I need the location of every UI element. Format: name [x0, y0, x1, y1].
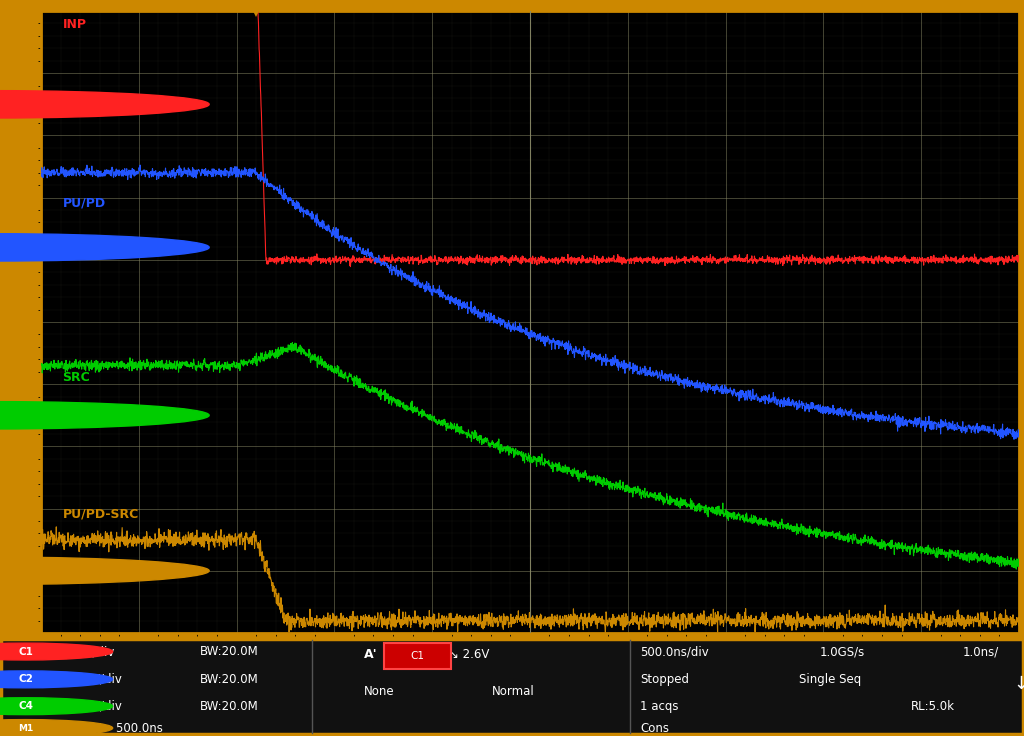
Text: None: None: [364, 684, 394, 698]
Text: PU/PD: PU/PD: [62, 197, 105, 210]
Text: ↓: ↓: [1014, 676, 1024, 693]
FancyBboxPatch shape: [384, 643, 451, 670]
Text: PU/PD-SRC: PU/PD-SRC: [62, 508, 138, 521]
Text: C4: C4: [18, 701, 33, 711]
Text: Cons: Cons: [640, 721, 669, 735]
Text: 5.0V/div: 5.0V/div: [67, 645, 115, 658]
Circle shape: [0, 698, 113, 715]
Text: BW:20.0M: BW:20.0M: [200, 673, 258, 686]
Circle shape: [0, 671, 113, 688]
Text: BW:20.0M: BW:20.0M: [200, 645, 258, 658]
Text: 1 acqs: 1 acqs: [640, 700, 679, 712]
Text: INP: INP: [62, 18, 86, 32]
Circle shape: [0, 643, 113, 660]
Text: ↘ 2.6V: ↘ 2.6V: [449, 648, 488, 661]
Text: SRC: SRC: [62, 371, 90, 384]
Circle shape: [0, 720, 113, 736]
Text: C2: C2: [18, 674, 33, 684]
Text: M1: M1: [18, 723, 33, 732]
Text: A': A': [364, 648, 377, 661]
Text: BW:20.0M: BW:20.0M: [200, 700, 258, 712]
Text: C1: C1: [18, 646, 33, 657]
Text: Stopped: Stopped: [640, 673, 689, 686]
Text: 20.0V/div: 20.0V/div: [67, 673, 123, 686]
Text: RL:5.0k: RL:5.0k: [911, 700, 955, 712]
Text: 1.0GS/s: 1.0GS/s: [819, 645, 864, 658]
Text: 500.0ns/div: 500.0ns/div: [640, 645, 709, 658]
Text: 20.0V/div: 20.0V/div: [67, 700, 123, 712]
Text: C1: C1: [411, 651, 424, 661]
Text: Single Seq: Single Seq: [799, 673, 861, 686]
Text: 10.0V    500.0ns: 10.0V 500.0ns: [67, 721, 163, 735]
FancyBboxPatch shape: [1, 639, 1023, 734]
Circle shape: [0, 234, 209, 261]
Text: 1.0ns/: 1.0ns/: [963, 645, 998, 658]
Circle shape: [0, 557, 209, 584]
Circle shape: [0, 402, 209, 429]
Circle shape: [0, 91, 209, 118]
Text: Normal: Normal: [492, 684, 535, 698]
